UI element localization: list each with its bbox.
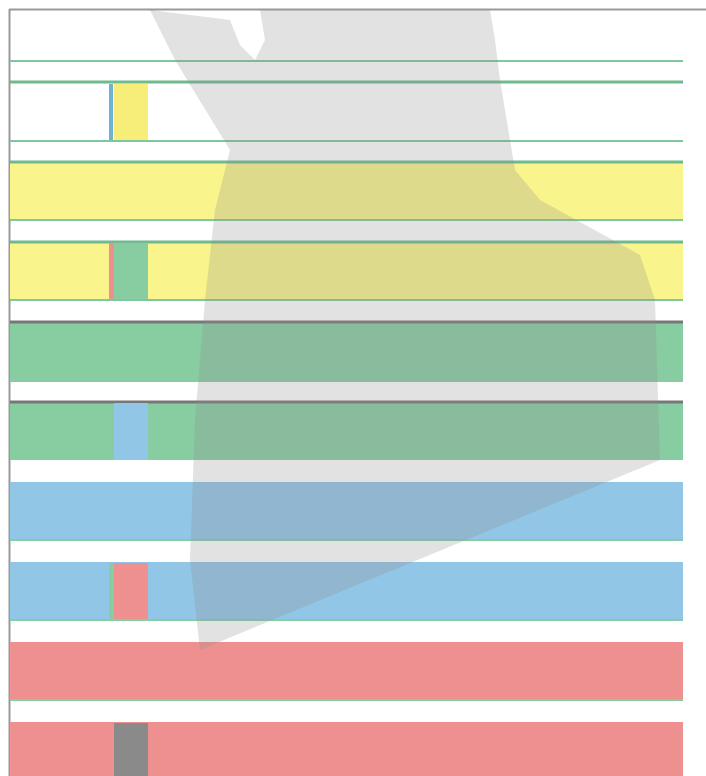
sliver: [109, 563, 114, 620]
sliver: [109, 243, 114, 300]
block: [114, 243, 148, 300]
block: [114, 84, 148, 140]
band: [10, 642, 683, 700]
block: [114, 403, 148, 460]
block: [114, 723, 148, 776]
band: [10, 722, 683, 776]
screen: [0, 0, 706, 776]
sliver: [109, 84, 113, 140]
block: [114, 563, 148, 620]
